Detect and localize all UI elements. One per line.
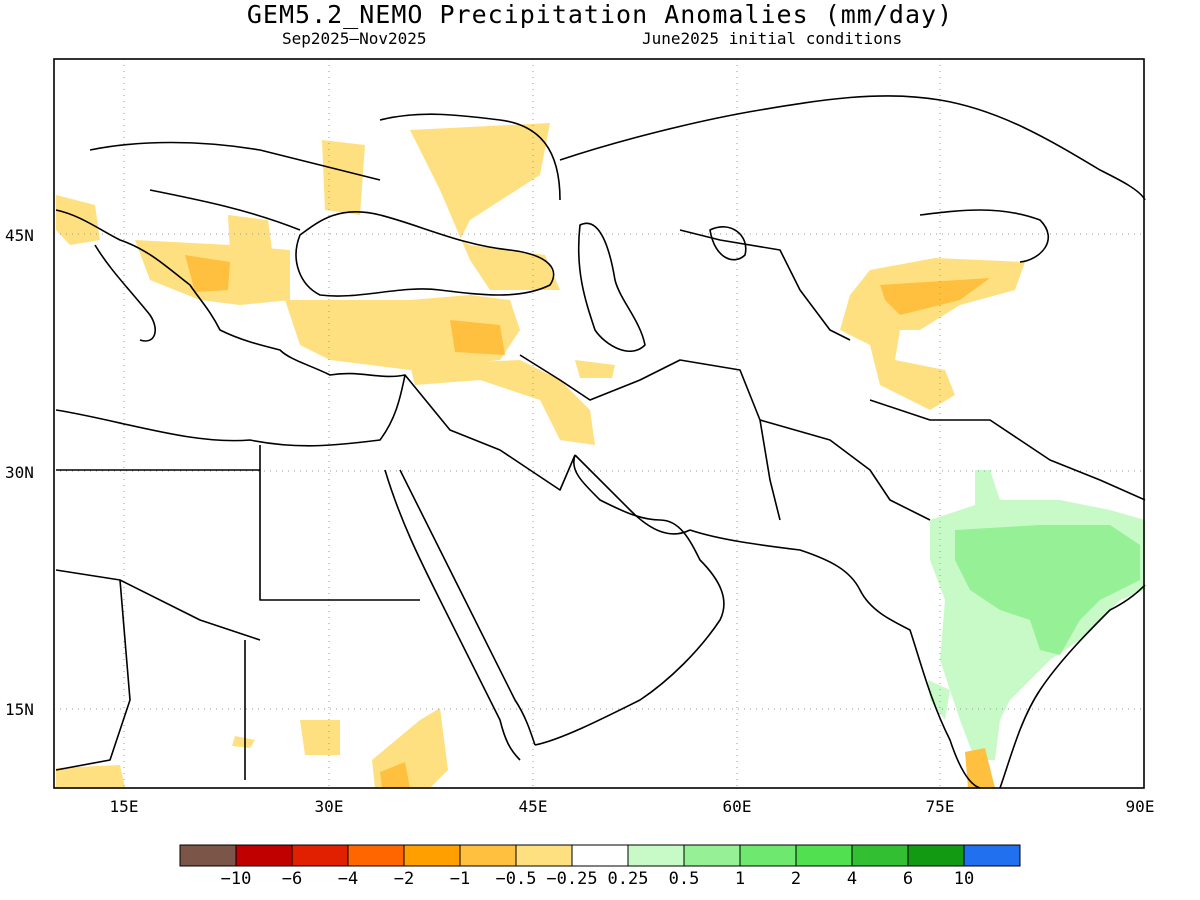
colorbar-swatch	[571, 844, 629, 867]
map-frame	[53, 58, 1145, 789]
colorbar-swatch	[627, 844, 685, 867]
colorbar-swatch	[515, 844, 573, 867]
anomaly-shading	[56, 123, 1145, 788]
lon-label-15e: 15E	[109, 797, 139, 816]
dry-area-sudan	[300, 720, 340, 755]
colorbar-tick-label: 10	[953, 869, 975, 889]
dry-area-ukraine-west	[322, 140, 365, 215]
colorbar-tick-label: 2	[790, 869, 802, 889]
dry-area-sahel-west	[56, 765, 125, 788]
coastlines-and-borders	[55, 95, 1146, 789]
colorbar-tick-label: 4	[846, 869, 858, 889]
colorbar-swatch	[851, 844, 909, 867]
lon-label-30e: 30E	[314, 797, 344, 816]
colorbar-tick-label: 0.25	[607, 869, 649, 889]
colorbar-tick-label: 1	[734, 869, 746, 889]
colorbar-tick-label: −2	[393, 869, 415, 889]
colorbar-swatch	[795, 844, 853, 867]
dry-area-romania	[228, 215, 272, 252]
colorbar-swatch	[739, 844, 797, 867]
colorbar-tick-label: −4	[337, 869, 359, 889]
colorbar-swatch	[403, 844, 461, 867]
lon-label-60e: 60E	[722, 797, 752, 816]
dry-area-sahel-mid	[232, 736, 255, 748]
dry-area-italy	[56, 195, 100, 245]
lon-label-45e: 45E	[518, 797, 548, 816]
colorbar-swatch	[347, 844, 405, 867]
colorbar-tick-label: −6	[281, 869, 303, 889]
initial-conditions-label: June2025 initial conditions	[642, 29, 903, 48]
dry-area-tienshan-core	[880, 278, 990, 315]
colorbar-swatch	[907, 844, 965, 867]
dry-area-iraq	[410, 360, 595, 445]
colorbar-swatch	[235, 844, 293, 867]
colorbar-tick-label: −10	[220, 869, 252, 889]
colorbar-tick-label: −0.5	[495, 869, 537, 889]
lon-label-75e: 75E	[925, 797, 955, 816]
lat-label-30n: 30N	[5, 463, 34, 482]
colorbar-swatch	[963, 844, 1021, 867]
colorbar-tick-label: 6	[902, 869, 914, 889]
wet-area-india-core	[955, 525, 1140, 655]
map-title: GEM5.2_NEMO Precipitation Anomalies (mm/…	[246, 0, 954, 29]
colorbar-swatch	[459, 844, 517, 867]
colorbar-swatch	[179, 844, 237, 867]
dry-area-balkans-core	[185, 255, 230, 292]
lat-label-45n: 45N	[5, 226, 34, 245]
dry-area-ethiopia-core	[380, 762, 410, 788]
dry-area-iran-nw	[575, 360, 615, 378]
colorbar-tick-label: −1	[449, 869, 471, 889]
wet-area-ne-india	[928, 680, 950, 720]
colorbar-tick-label: 0.5	[668, 869, 700, 889]
dry-area-turkey-east	[450, 320, 505, 355]
colorbar-swatch	[291, 844, 349, 867]
colorbar-tick-label: −0.25	[546, 869, 598, 889]
dry-area-south-india	[965, 748, 995, 788]
colorbar-swatch	[683, 844, 741, 867]
lat-label-15n: 15N	[5, 700, 34, 719]
lon-label-90e: 90E	[1125, 797, 1155, 816]
dry-area-ukraine-east	[410, 123, 560, 290]
season-label: Sep2025–Nov2025	[282, 29, 427, 48]
